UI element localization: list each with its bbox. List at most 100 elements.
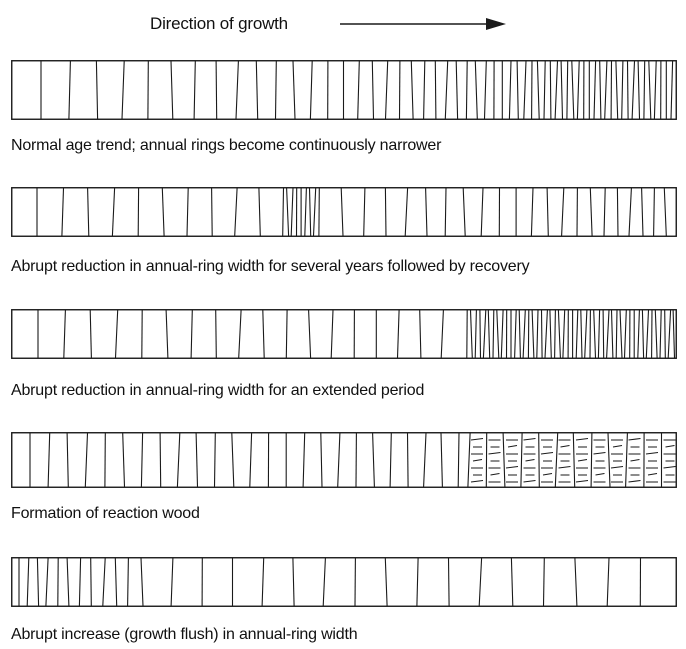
ring-boundary xyxy=(121,60,125,120)
ring-boundary xyxy=(444,187,447,237)
ring-boundary xyxy=(549,309,552,359)
ring-boundary xyxy=(546,187,549,237)
ring-boundary xyxy=(127,557,129,607)
ring-boundary xyxy=(292,557,295,607)
reaction-wood-mark xyxy=(575,438,589,441)
ring-boundary xyxy=(261,557,265,607)
ring-boundary xyxy=(654,309,658,359)
ring-boundary xyxy=(606,309,610,359)
reaction-wood-mark xyxy=(558,466,571,469)
ring-boundary xyxy=(114,309,119,359)
ring-boundary xyxy=(389,432,392,488)
reaction-wood-mark xyxy=(645,452,659,455)
ring-boundary xyxy=(406,432,409,488)
ring-boundary xyxy=(572,432,576,488)
ring-boundary xyxy=(619,309,623,359)
ring-boundary xyxy=(659,309,662,359)
panel-growth-flush: Abrupt increase (growth flush) in annual… xyxy=(11,557,677,643)
ring-boundary xyxy=(615,309,618,359)
ring-boundary xyxy=(616,187,619,237)
ring-boundary xyxy=(425,187,428,237)
ring-boundary xyxy=(540,309,543,359)
ring-boundary xyxy=(372,432,375,488)
ring-boundary xyxy=(140,432,144,488)
ring-boundary xyxy=(304,187,307,237)
diagram-header: Direction of growth xyxy=(150,10,288,38)
ring-strip-extended-reduction xyxy=(11,309,677,359)
reaction-wood-mark xyxy=(575,480,589,483)
ring-boundary xyxy=(641,309,645,359)
ring-boundary xyxy=(235,60,239,120)
ring-boundary xyxy=(554,60,559,120)
ring-boundary xyxy=(571,60,575,120)
ring-boundary xyxy=(231,432,235,488)
ring-boundary xyxy=(186,187,189,237)
ring-boundary xyxy=(520,432,523,488)
reaction-wood-mark xyxy=(470,480,484,483)
ring-strip-normal xyxy=(11,60,677,120)
ring-boundary xyxy=(255,60,259,120)
growth-direction-arrow-icon xyxy=(340,18,506,30)
ring-boundary xyxy=(615,60,619,120)
ring-boundary xyxy=(672,309,676,359)
reaction-wood-mark xyxy=(630,459,640,462)
ring-boundary xyxy=(599,60,602,120)
ring-boundary xyxy=(542,557,545,607)
ring-boundary xyxy=(667,309,672,359)
ring-boundary xyxy=(384,60,389,120)
ring-boundary xyxy=(514,309,517,359)
ring-boundary xyxy=(95,60,99,120)
ring-boundary xyxy=(215,60,218,120)
ring-boundary xyxy=(258,187,261,237)
ring-boundary xyxy=(479,309,482,359)
ring-boundary xyxy=(416,557,419,607)
ring-boundary xyxy=(68,60,71,120)
ring-boundary xyxy=(90,557,92,607)
ring-boundary xyxy=(440,309,444,359)
ring-boundary xyxy=(518,309,521,359)
ring-boundary xyxy=(562,309,566,359)
ring-boundary xyxy=(469,309,473,359)
ring-boundary xyxy=(602,309,605,359)
ring-boundary xyxy=(522,309,526,359)
ring-boundary xyxy=(623,309,627,359)
ring-boundary xyxy=(462,187,466,237)
ring-boundary xyxy=(363,187,366,237)
ring-boundary xyxy=(560,60,564,120)
ring-boundary xyxy=(465,60,468,120)
ring-boundary xyxy=(292,60,296,120)
ring-boundary xyxy=(36,557,40,607)
ring-boundary xyxy=(603,187,606,237)
strip-outline xyxy=(11,309,677,359)
ring-boundary xyxy=(87,187,90,237)
reaction-wood-mark xyxy=(507,445,518,448)
ring-boundary xyxy=(621,60,624,120)
reaction-wood-mark xyxy=(525,459,535,462)
ring-boundary xyxy=(593,309,597,359)
ring-boundary xyxy=(483,60,487,120)
reaction-wood-mark xyxy=(523,480,536,483)
ring-boundary xyxy=(663,187,667,237)
ring-boundary xyxy=(549,60,552,120)
ring-boundary xyxy=(554,432,559,488)
ring-boundary xyxy=(170,60,174,120)
ring-boundary xyxy=(215,309,217,359)
reaction-wood-mark xyxy=(665,445,675,448)
ring-boundary xyxy=(510,557,514,607)
reaction-wood-mark xyxy=(523,438,536,441)
ring-boundary xyxy=(159,432,162,488)
ring-boundary xyxy=(195,432,199,488)
ring-boundary xyxy=(502,432,506,488)
ring-boundary xyxy=(653,60,657,120)
ring-boundary xyxy=(89,309,92,359)
ring-boundary xyxy=(66,557,70,607)
ring-boundary xyxy=(357,60,360,120)
ring-boundary xyxy=(322,557,326,607)
ring-boundary xyxy=(211,187,213,237)
ring-boundary xyxy=(478,557,483,607)
ring-boundary xyxy=(320,432,323,488)
ring-boundary xyxy=(597,309,601,359)
ring-boundary xyxy=(628,187,632,237)
ring-strip-reaction-wood xyxy=(11,432,677,488)
ring-boundary xyxy=(309,60,313,120)
